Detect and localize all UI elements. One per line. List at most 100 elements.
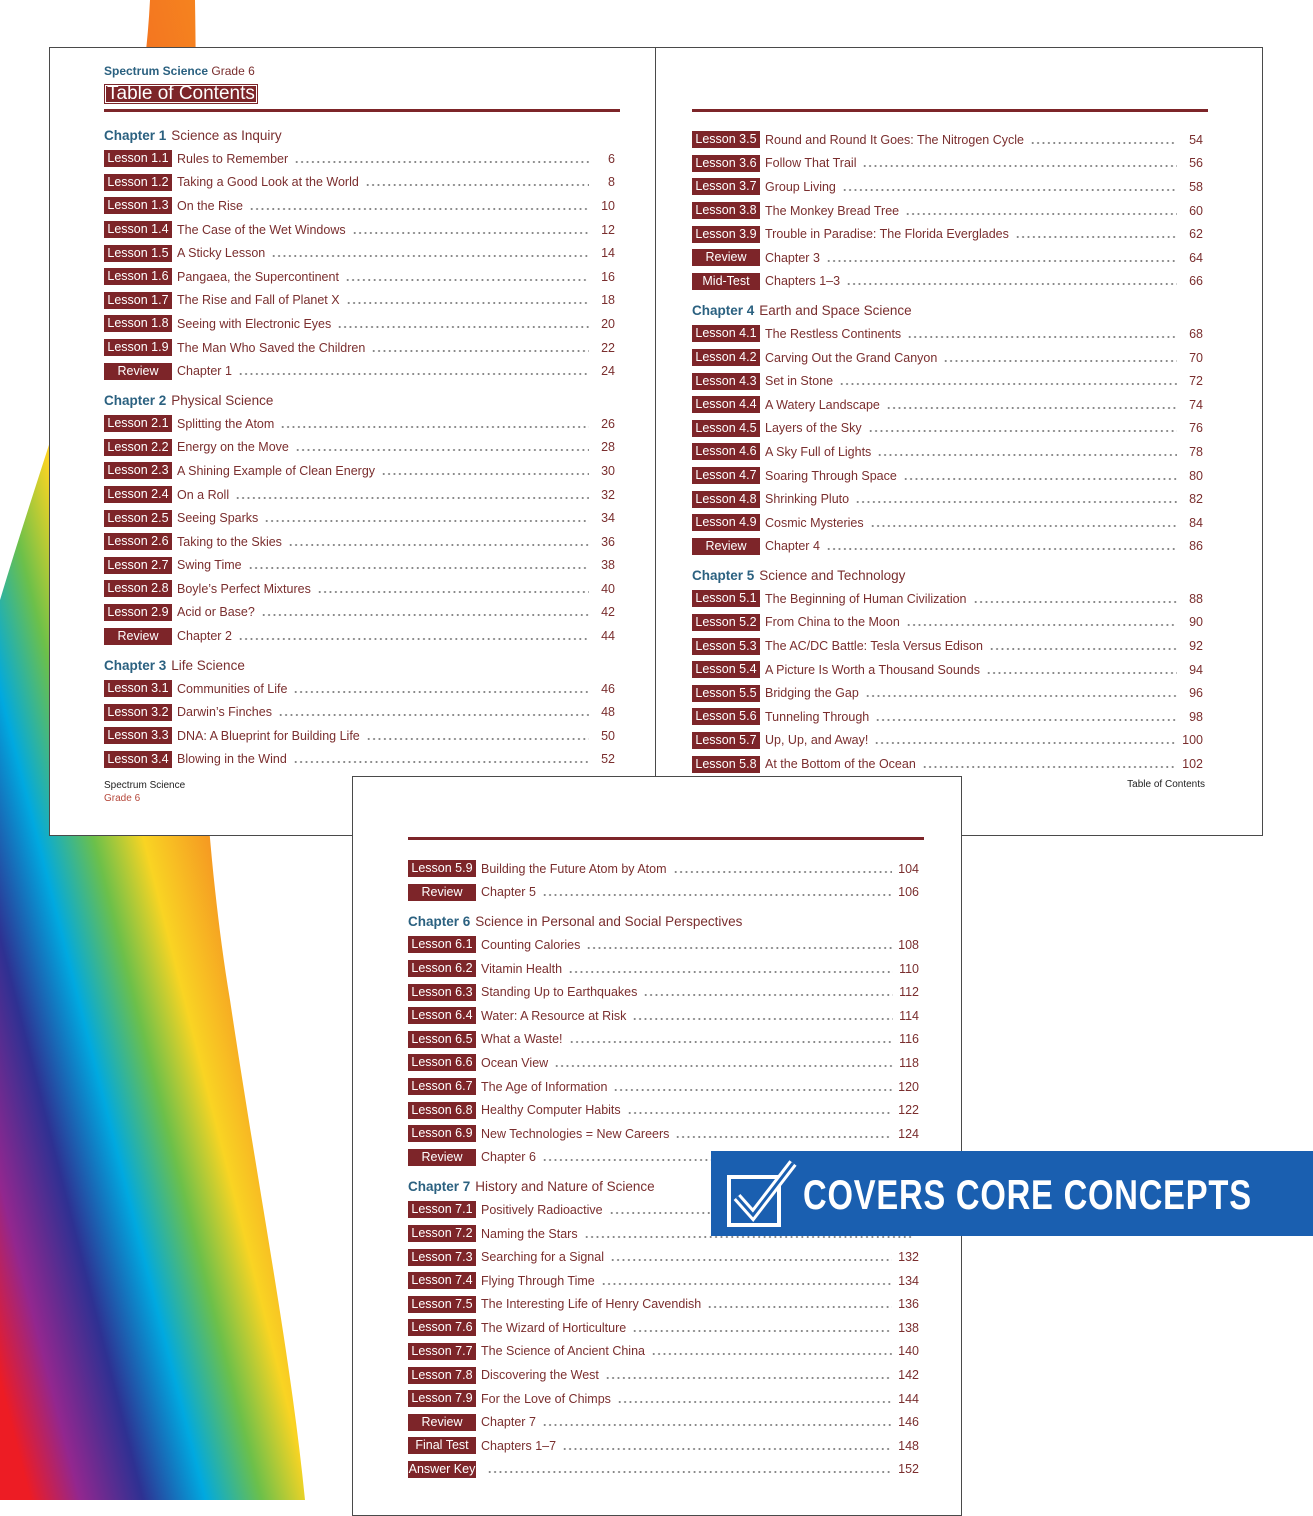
lesson-tag: Lesson 3.1 xyxy=(104,680,172,698)
toc-entry: Lesson 7.6 The Wizard of Horticulture 138 xyxy=(408,1316,919,1340)
lesson-tag: Review xyxy=(692,537,760,555)
dot-leader xyxy=(943,352,1177,363)
chapter-heading: Chapter 5 Science and Technology xyxy=(692,564,1203,587)
lesson-tag: Lesson 6.5 xyxy=(408,1030,476,1048)
toc-entry: Lesson 1.6 Pangaea, the Supercontinent 16 xyxy=(104,265,615,289)
entry-title: Chapter 5 xyxy=(481,885,536,900)
toc-entry: Lesson 4.5 Layers of the Sky 76 xyxy=(692,417,1203,441)
dot-leader xyxy=(316,583,589,594)
entry-title: Bridging the Gap xyxy=(765,686,859,701)
page-number: 58 xyxy=(1189,179,1203,194)
entry-title: Blowing in the Wind xyxy=(177,752,287,767)
toc-entry: Lesson 2.6 Taking to the Skies 36 xyxy=(104,530,615,554)
page-number: 62 xyxy=(1189,227,1203,242)
dot-leader xyxy=(707,1299,893,1310)
badge: COVERS CORE CONCEPTS xyxy=(711,1151,1313,1236)
toc-entry: Lesson 5.8 At the Bottom of the Ocean 102 xyxy=(692,752,1203,776)
lesson-tag: Lesson 2.8 xyxy=(104,580,172,598)
dot-leader xyxy=(600,1275,893,1286)
lesson-tag: Review xyxy=(408,1148,476,1166)
rule xyxy=(692,109,1208,112)
page-number: 6 xyxy=(608,151,615,166)
toc-entry: Lesson 6.3 Standing Up to Earthquakes 112 xyxy=(408,980,919,1004)
toc-entry: Lesson 5.1 The Beginning of Human Civiliz… xyxy=(692,587,1203,611)
toc-entry: Lesson 6.1 Counting Calories 108 xyxy=(408,933,919,957)
dot-leader xyxy=(672,863,893,874)
page-number: 66 xyxy=(1189,274,1203,289)
toc-entry: Lesson 7.5 The Interesting Life of Henry … xyxy=(408,1293,919,1317)
page-number: 140 xyxy=(898,1344,919,1359)
toc-entry: Mid-Test Chapters 1–3 66 xyxy=(692,270,1203,294)
toc-entry: Lesson 3.8 The Monkey Bread Tree 60 xyxy=(692,199,1203,223)
lesson-tag: Lesson 2.1 xyxy=(104,415,172,433)
rule xyxy=(408,837,924,840)
toc-title: Table of Contents xyxy=(104,84,258,104)
entry-title: The Age of Information xyxy=(481,1079,608,1094)
lesson-tag: Lesson 3.9 xyxy=(692,225,760,243)
entry-title: For the Love of Chimps xyxy=(481,1391,611,1406)
entry-title: Tunneling Through xyxy=(765,709,870,724)
page-number: 34 xyxy=(601,511,615,526)
page-number: 12 xyxy=(601,222,615,237)
entry-title: Ocean View xyxy=(481,1055,549,1070)
dot-leader xyxy=(905,617,1177,628)
toc-entry: Lesson 3.3 DNA: A Blueprint for Building … xyxy=(104,724,615,748)
toc-entry: Lesson 3.9 Trouble in Paradise: The Flori… xyxy=(692,222,1203,246)
entry-title: Chapters 1–7 xyxy=(481,1438,557,1453)
page-number: 80 xyxy=(1189,468,1203,483)
toc-entry: Lesson 6.2 Vitamin Health 110 xyxy=(408,957,919,981)
dot-leader xyxy=(371,342,589,353)
toc-entry: Lesson 4.8 Shrinking Pluto 82 xyxy=(692,487,1203,511)
dot-leader xyxy=(381,465,589,476)
chapter-heading: Chapter 7 History and Nature of Science xyxy=(408,1175,919,1198)
dot-leader xyxy=(643,987,893,998)
dot-leader xyxy=(864,688,1177,699)
chapter-title: Science in Personal and Social Perspecti… xyxy=(475,914,743,930)
toc-entry: Lesson 3.5 Round and Round It Goes: The N… xyxy=(692,128,1203,152)
chapter-heading: Chapter 2 Physical Science xyxy=(104,389,615,412)
page-number: 36 xyxy=(601,534,615,549)
book-label: Spectrum Science Grade 6 xyxy=(104,64,255,78)
lesson-tag: Review xyxy=(104,627,172,645)
page-number: 88 xyxy=(1189,591,1203,606)
entry-title: Flying Through Time xyxy=(481,1273,595,1288)
chapter-title: Science as Inquiry xyxy=(171,128,282,143)
lesson-tag: Lesson 5.6 xyxy=(692,708,760,726)
entry-title: Positively Radioactive xyxy=(481,1202,603,1217)
lesson-tag: Lesson 3.7 xyxy=(692,178,760,196)
dot-leader xyxy=(562,1440,893,1451)
entry-title: Chapter 6 xyxy=(481,1150,536,1165)
chapter-title: Physical Science xyxy=(171,392,274,408)
entry-title: Layers of the Sky xyxy=(765,421,862,436)
entry-title: At the Bottom of the Ocean xyxy=(765,757,916,772)
toc-entry: Lesson 1.4 The Case of the Wet Windows 12 xyxy=(104,218,615,242)
chapter-title: History and Nature of Science xyxy=(475,1179,655,1195)
dot-leader xyxy=(337,318,589,329)
lesson-tag: Lesson 1.1 xyxy=(104,150,172,168)
lesson-tag: Lesson 3.8 xyxy=(692,202,760,220)
entry-title: A Watery Landscape xyxy=(765,397,880,412)
lesson-tag: Lesson 5.9 xyxy=(408,860,476,878)
toc-entry: Lesson 6.5 What a Waste! 116 xyxy=(408,1028,919,1052)
lesson-tag: Lesson 1.3 xyxy=(104,197,172,215)
lesson-tag: Lesson 7.5 xyxy=(408,1295,476,1313)
dot-leader xyxy=(613,1081,893,1092)
lesson-tag: Lesson 2.2 xyxy=(104,438,172,456)
page-number: 92 xyxy=(1189,639,1203,654)
page-number: 20 xyxy=(601,316,615,331)
dot-leader xyxy=(277,707,589,718)
page-number: 68 xyxy=(1189,326,1203,341)
page-number: 76 xyxy=(1189,421,1203,436)
entry-title: Discovering the West xyxy=(481,1368,599,1383)
toc-entry: Lesson 5.5 Bridging the Gap 96 xyxy=(692,681,1203,705)
chapter-heading: Chapter 6 Science in Personal and Social … xyxy=(408,910,919,933)
lesson-tag: Lesson 6.9 xyxy=(408,1125,476,1143)
toc-entry: Lesson 2.2 Energy on the Move 28 xyxy=(104,436,615,460)
entry-title: The Wizard of Horticulture xyxy=(481,1320,627,1335)
lesson-tag: Lesson 7.3 xyxy=(408,1248,476,1266)
entry-title: A Sticky Lesson xyxy=(177,246,266,261)
entry-title: Seeing with Electronic Eyes xyxy=(177,316,332,331)
entry-title: Vitamin Health xyxy=(481,961,563,976)
lesson-tag: Lesson 6.4 xyxy=(408,1007,476,1025)
